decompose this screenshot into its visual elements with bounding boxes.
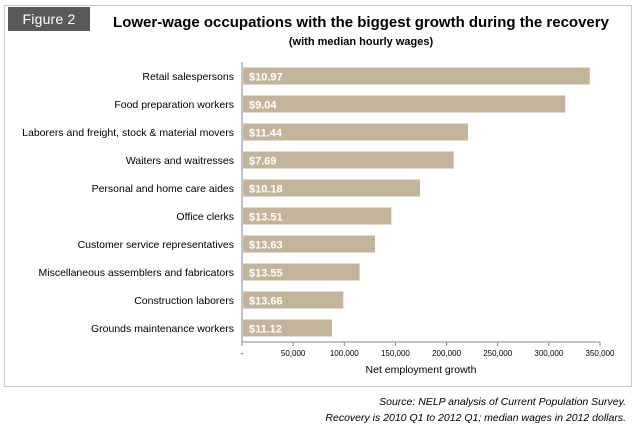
- bar: [243, 291, 344, 309]
- x-tick-label: 250,000: [483, 349, 512, 358]
- bar-value-label: $13.63: [249, 240, 283, 252]
- bar-value-label: $10.97: [249, 72, 283, 84]
- bar-value-label: $7.69: [249, 156, 277, 168]
- bar-value-label: $13.55: [249, 268, 283, 280]
- x-tick-label: 300,000: [534, 349, 563, 358]
- x-axis-title: Net employment growth: [366, 364, 477, 376]
- chart-subtitle: (with median hourly wages): [288, 36, 434, 48]
- bar-value-label: $9.04: [249, 100, 277, 112]
- category-label: Office clerks: [176, 211, 234, 223]
- bar-value-label: $11.44: [249, 128, 283, 140]
- bar: [243, 67, 590, 85]
- x-tick-label: 350,000: [586, 349, 615, 358]
- bar: [243, 151, 454, 169]
- x-tick-label: -: [241, 349, 244, 358]
- bar-value-label: $13.51: [249, 212, 283, 224]
- bar: [243, 319, 333, 337]
- category-label: Construction laborers: [134, 295, 234, 307]
- bar-value-label: $10.18: [249, 184, 283, 196]
- x-tick-label: 50,000: [281, 349, 306, 358]
- category-label: Laborers and freight, stock & material m…: [22, 127, 234, 139]
- bar: [243, 95, 566, 113]
- category-label: Miscellaneous assemblers and fabricators: [38, 267, 234, 279]
- x-tick-label: 150,000: [381, 349, 410, 358]
- bar: [243, 179, 420, 197]
- bar: [243, 123, 469, 141]
- category-label: Food preparation workers: [114, 99, 234, 111]
- category-label: Personal and home care aides: [92, 183, 234, 195]
- x-tick-label: 200,000: [432, 349, 461, 358]
- x-tick-label: 100,000: [330, 349, 359, 358]
- bar-value-label: $11.12: [249, 324, 282, 336]
- source-line-2: Recovery is 2010 Q1 to 2012 Q1; median w…: [325, 412, 626, 424]
- category-label: Retail salespersons: [142, 71, 234, 83]
- bar: [243, 207, 392, 225]
- figure-badge: Figure 2: [8, 7, 90, 31]
- bar: [243, 235, 375, 253]
- category-label: Waiters and waitresses: [126, 155, 234, 167]
- source-note: Source: NELP analysis of Current Populat…: [325, 394, 626, 426]
- category-label: Customer service representatives: [78, 239, 234, 251]
- source-line-1: Source: NELP analysis of Current Populat…: [379, 396, 626, 408]
- chart-title: Lower-wage occupations with the biggest …: [113, 14, 609, 31]
- bar-value-label: $13.66: [249, 296, 283, 308]
- bar: [243, 263, 360, 281]
- category-label: Grounds maintenance workers: [91, 323, 234, 335]
